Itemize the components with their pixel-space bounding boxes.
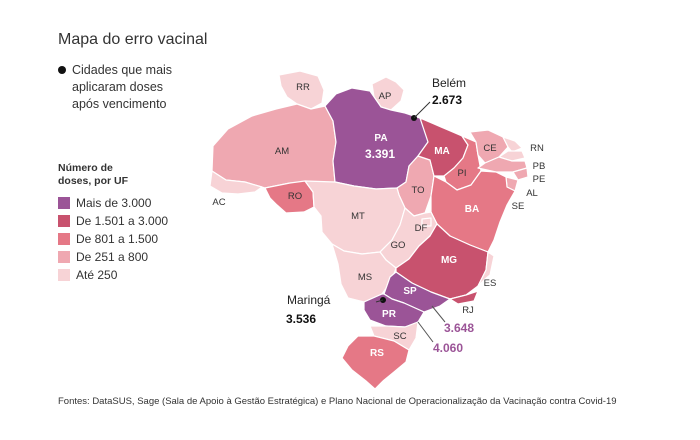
leader-sp	[431, 305, 446, 323]
legend-swatch	[58, 233, 70, 245]
state-label-rr: RR	[296, 82, 310, 93]
legend-title-line: doses, por UF	[58, 175, 129, 187]
state-es	[477, 251, 495, 287]
legend-swatch	[58, 197, 70, 209]
legend-item: De 801 a 1.500	[58, 232, 158, 246]
legend-item: De 251 a 800	[58, 250, 148, 264]
state-label-es: ES	[484, 278, 497, 289]
legend-title-line: Número de	[58, 162, 113, 174]
cities-legend-line: Cidades que mais	[72, 63, 173, 77]
state-label-rs: RS	[370, 348, 384, 359]
legend-swatch	[58, 269, 70, 281]
state-label-rn: RN	[530, 143, 544, 154]
legend-item-label: De 1.501 a 3.000	[76, 214, 169, 228]
legend-item: Mais de 3.000	[58, 196, 151, 210]
legend-swatch	[58, 251, 70, 263]
state-label-ac: AC	[212, 197, 225, 208]
state-label-ap: AP	[379, 91, 392, 102]
leader-pr	[417, 321, 434, 343]
state-mg	[395, 223, 489, 300]
state-rs	[341, 335, 410, 390]
city-dot-icon	[58, 66, 66, 74]
state-label-to: TO	[411, 185, 424, 196]
state-label-sp: SP	[403, 286, 417, 297]
state-label-pr: PR	[382, 309, 397, 320]
state-label-ro: RO	[288, 191, 302, 202]
legend-item-label: Mais de 3.000	[76, 196, 152, 210]
state-label-sc: SC	[393, 331, 406, 342]
state-label-ms: MS	[358, 272, 372, 283]
legend-item-label: Até 250	[76, 268, 118, 282]
state-label-ma: MA	[434, 146, 450, 157]
state-rj	[449, 290, 479, 305]
state-ro	[264, 180, 315, 214]
state-rr	[278, 70, 325, 110]
state-label-am: AM	[275, 146, 289, 157]
state-rn	[502, 136, 523, 153]
state-label-df: DF	[415, 223, 428, 234]
state-value-pr: 4.060	[433, 341, 463, 355]
state-label-mg: MG	[441, 255, 457, 266]
state-label-pa: PA	[374, 133, 387, 144]
city-value-maringa: 3.536	[286, 312, 316, 326]
state-label-ba: BA	[465, 204, 479, 215]
city-name-maringa: Maringá	[287, 293, 331, 307]
state-al	[512, 167, 529, 181]
legend-item-label: De 251 a 800	[76, 250, 149, 264]
state-label-go: GO	[391, 240, 406, 251]
cities-legend-line: aplicaram doses	[72, 80, 164, 94]
state-pe	[477, 156, 528, 173]
state-value-pa: 3.391	[365, 147, 395, 161]
legend-item: Até 250	[58, 268, 117, 282]
legend-title: Número de doses, por UF	[58, 162, 128, 188]
state-label-rj: RJ	[462, 305, 474, 316]
state-label-al: AL	[526, 188, 538, 199]
state-label-pe: PE	[533, 174, 546, 185]
legend-item-label: De 801 a 1.500	[76, 232, 159, 246]
cities-legend-line: após vencimento	[72, 97, 167, 111]
state-label-pi: PI	[458, 168, 467, 179]
state-label-ce: CE	[483, 143, 496, 154]
legend-item: De 1.501 a 3.000	[58, 214, 168, 228]
state-label-se: SE	[512, 201, 525, 212]
sources-note: Fontes: DataSUS, Sage (Sala de Apoio à G…	[58, 396, 617, 407]
state-ac	[209, 170, 263, 195]
map-title: Mapa do erro vacinal	[58, 31, 208, 48]
legend-swatch	[58, 215, 70, 227]
leader-belem	[413, 101, 431, 119]
leader-maringa	[375, 299, 384, 303]
state-value-sp: 3.648	[444, 321, 474, 335]
state-df	[421, 217, 432, 227]
city-value-belem: 2.673	[432, 93, 462, 107]
state-label-mt: MT	[351, 211, 365, 222]
state-label-pb: PB	[533, 161, 546, 172]
city-name-belem: Belém	[432, 76, 466, 90]
